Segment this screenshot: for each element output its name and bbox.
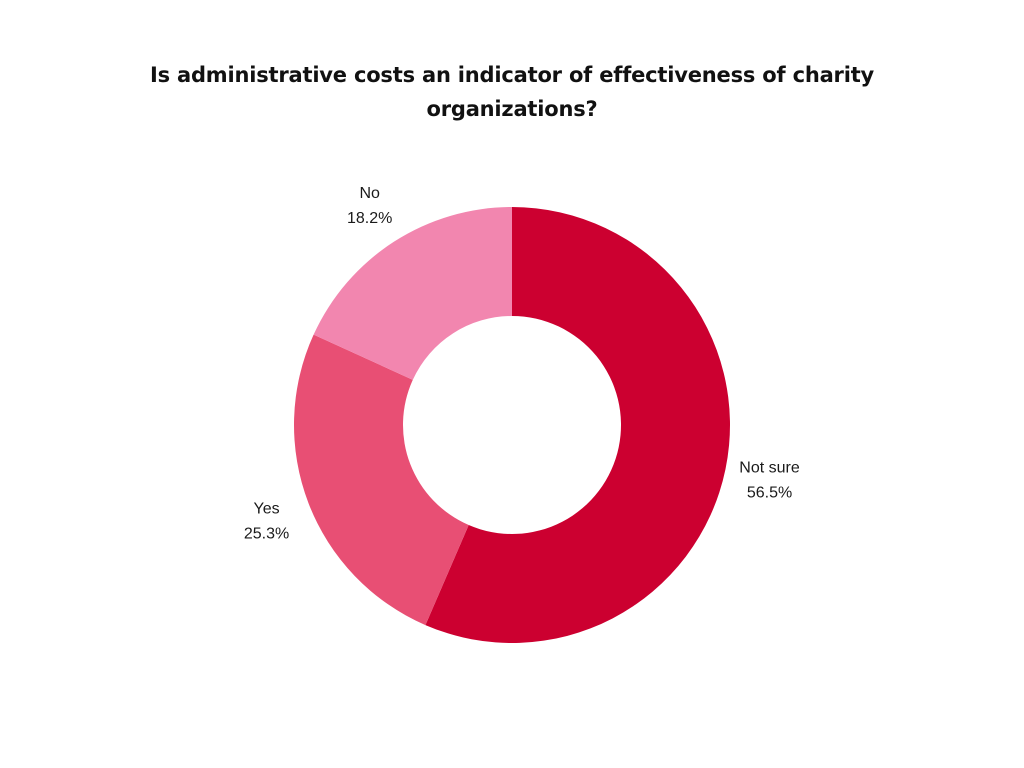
slice-no: [313, 207, 512, 380]
slice-value-not-sure: 56.5%: [747, 484, 792, 501]
donut-slices: [293, 207, 730, 643]
slice-value-no: 18.2%: [347, 210, 392, 227]
slice-value-yes: 25.3%: [244, 526, 289, 543]
slice-label-not-sure: Not sure: [739, 459, 800, 476]
slice-not-sure: [425, 207, 730, 643]
chart-title: Is administrative costs an indicator of …: [149, 63, 875, 121]
slice-label-no: No: [359, 185, 380, 202]
slice-label-yes: Yes: [254, 501, 280, 518]
slice-yes: [293, 334, 469, 626]
slice-labels: Not sure 56.5% Yes 25.3% No 18.2%: [244, 185, 800, 543]
